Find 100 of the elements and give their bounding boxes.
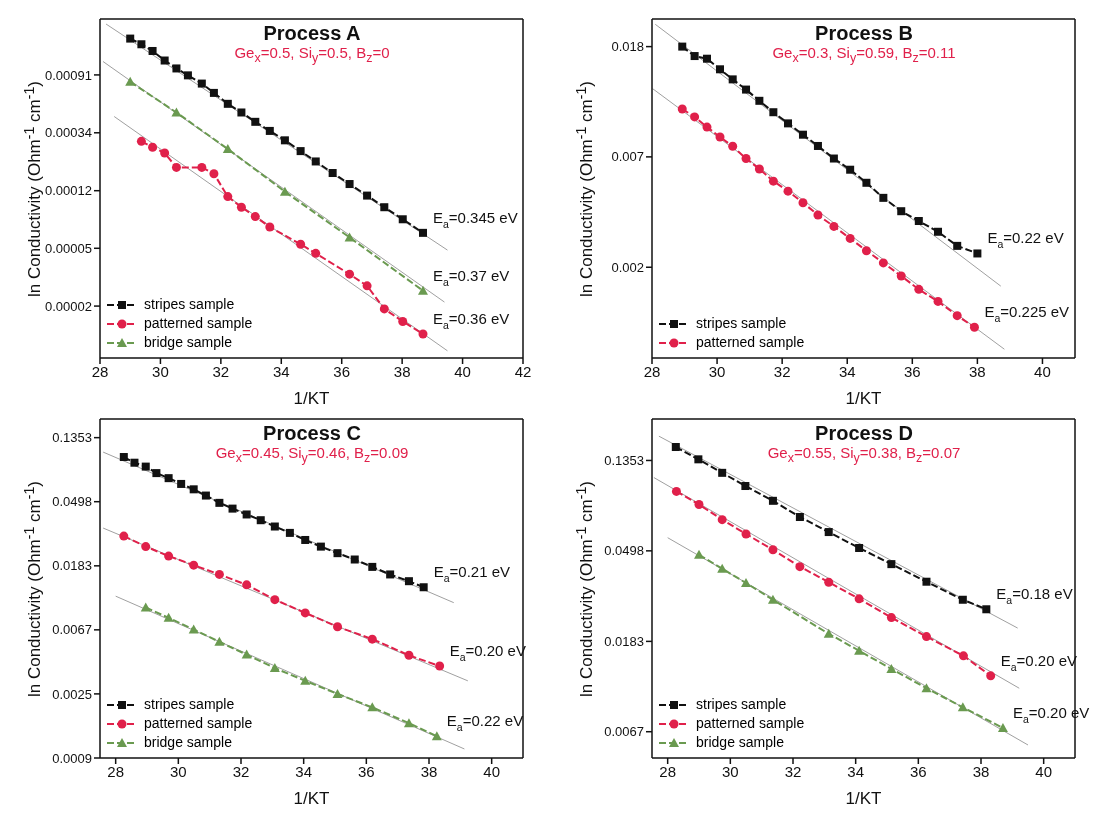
x-tick-label: 30 [721, 762, 739, 780]
point [201, 491, 210, 500]
point [256, 516, 265, 525]
legend-label: patterned sample [696, 333, 805, 352]
point [783, 186, 793, 196]
legend-label: bridge sample [696, 733, 784, 752]
y-tick-label: 0.007 [611, 149, 644, 165]
point [795, 562, 805, 572]
point [152, 469, 161, 478]
point [896, 271, 906, 281]
point [333, 549, 342, 558]
point [242, 510, 251, 519]
point [251, 117, 260, 126]
point [189, 485, 198, 494]
x-tick-label: 32 [232, 762, 250, 780]
y-tick-label: 0.00034 [45, 125, 92, 141]
x-tick-label: 32 [212, 362, 230, 380]
x-tick-label: 32 [784, 762, 802, 780]
point [768, 176, 778, 186]
point [404, 577, 413, 586]
point [690, 112, 700, 122]
point [431, 731, 442, 741]
point [214, 636, 225, 646]
chart-title: Process A [262, 22, 362, 44]
point [209, 88, 218, 97]
x-tick-label: 34 [838, 362, 856, 380]
point [296, 147, 305, 156]
y-tick-label: 0.0183 [604, 634, 644, 649]
point [269, 663, 280, 673]
point [855, 543, 864, 552]
point [316, 542, 325, 551]
point [301, 535, 310, 544]
x-tick-label: 36 [333, 362, 351, 380]
point [952, 311, 962, 321]
x-tick-label: 40 [1035, 762, 1053, 780]
point [418, 329, 428, 339]
point [934, 227, 943, 236]
point [671, 443, 680, 452]
point [879, 193, 888, 202]
point [300, 675, 311, 685]
point [333, 622, 343, 632]
x-tick-label: 42 [514, 362, 532, 380]
point [887, 560, 896, 569]
point [914, 217, 923, 226]
point [813, 210, 823, 220]
point [854, 594, 864, 604]
point [728, 75, 737, 84]
point [829, 154, 838, 163]
x-tick-label: 28 [659, 762, 677, 780]
x-tick-label: 34 [272, 362, 290, 380]
point [223, 99, 232, 108]
point [141, 462, 150, 471]
y-tick-label: 0.00005 [45, 240, 92, 256]
x-axis-title: 1/KT [293, 389, 330, 408]
point [270, 522, 279, 531]
x-tick-label: 36 [909, 762, 927, 780]
y-tick-label: 0.0498 [52, 494, 92, 510]
point [300, 608, 310, 618]
point [332, 688, 343, 698]
point [214, 569, 224, 579]
point [209, 169, 219, 179]
point [829, 221, 839, 231]
point [678, 42, 687, 51]
annotation: E$_{a}$=0.21 eV [433, 563, 510, 585]
point [958, 595, 967, 604]
point [953, 241, 962, 250]
point [126, 34, 135, 43]
point [717, 515, 727, 525]
point [160, 56, 169, 65]
y-tick-label: 0.0009 [52, 750, 92, 766]
point [741, 529, 751, 539]
point [183, 71, 192, 80]
point [368, 562, 377, 571]
point [380, 203, 389, 212]
point [398, 215, 407, 224]
point [241, 649, 252, 659]
point [164, 474, 173, 483]
point [694, 500, 704, 510]
legend-label: stripes sample [696, 314, 787, 333]
point [957, 702, 968, 712]
point [716, 65, 725, 74]
point [435, 661, 445, 671]
point [280, 136, 289, 145]
point [136, 136, 146, 146]
point [418, 228, 427, 237]
point [784, 119, 793, 128]
point [914, 284, 924, 294]
text: Ge$_{x}$=0.45, Si$_{y}$=0.46, B$_{z}$=0.09 [214, 444, 410, 467]
point [215, 498, 224, 507]
point [119, 453, 128, 462]
y-tick-label: 0.00002 [45, 298, 92, 314]
point [171, 162, 181, 172]
y-tick-label: 0.1353 [52, 430, 92, 446]
annotation: E$_{a}$=0.225 eV [984, 303, 1070, 325]
point [690, 52, 699, 61]
text: Ge$_{x}$=0.55, Si$_{y}$=0.38, B$_{z}$=0.07 [766, 444, 962, 467]
point [367, 634, 377, 644]
chart-title: Process C [262, 422, 362, 444]
point [148, 46, 157, 55]
legend-label: patterned sample [696, 714, 805, 733]
